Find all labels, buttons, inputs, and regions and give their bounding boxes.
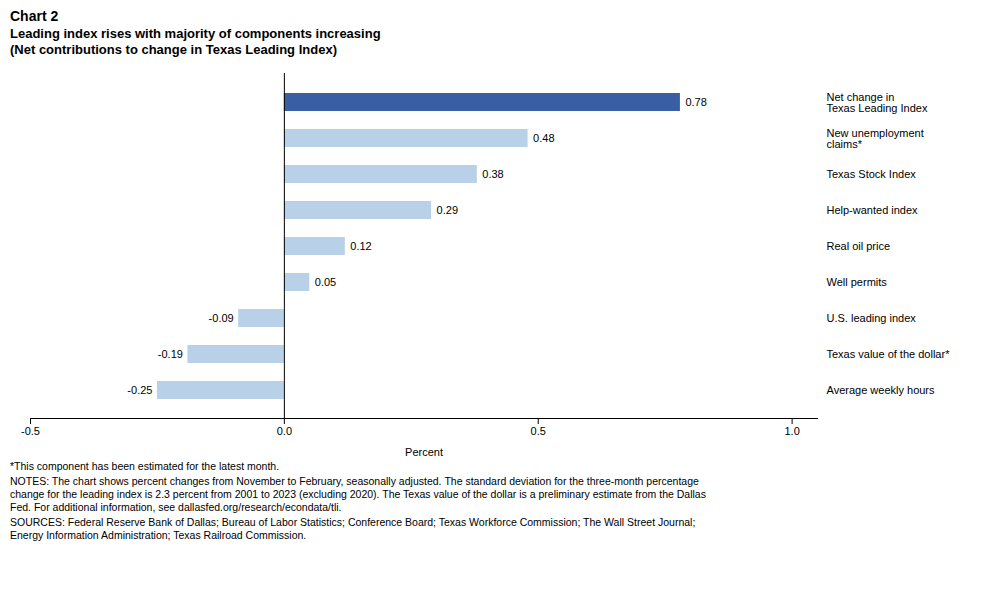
svg-text:0.29: 0.29 (437, 204, 458, 216)
html-text:*This component has been estim: *This component has been estimated for t… (10, 459, 280, 472)
svg-text:1.0: 1.0 (784, 425, 799, 437)
svg-text:U.S. leading index: U.S. leading index (827, 312, 917, 324)
svg-text:0.05: 0.05 (315, 276, 336, 288)
svg-text:Help-wanted index: Help-wanted index (827, 204, 919, 216)
svg-text:0.0: 0.0 (277, 425, 292, 437)
svg-text:0.78: 0.78 (685, 96, 706, 108)
svg-text:0.38: 0.38 (482, 168, 503, 180)
svg-text:Average weekly hours: Average weekly hours (827, 384, 936, 396)
svg-text:Real oil price: Real oil price (827, 240, 891, 252)
svg-text:Percent: Percent (405, 445, 443, 457)
html-text:NOTES: The chart shows percent: NOTES: The chart shows percent changes f… (10, 474, 706, 513)
svg-text:Texas value of the dollar*: Texas value of the dollar* (827, 348, 951, 360)
svg-text:-0.5: -0.5 (21, 425, 40, 437)
svg-text:0.5: 0.5 (531, 425, 546, 437)
svg-text:-0.19: -0.19 (158, 348, 183, 360)
svg-text:New unemploymentclaims*: New unemploymentclaims* (827, 126, 924, 149)
svg-text:-0.25: -0.25 (127, 384, 152, 396)
svg-text:Well permits: Well permits (827, 276, 888, 288)
svg-text:0.12: 0.12 (350, 240, 371, 252)
svg-text:-0.09: -0.09 (209, 312, 234, 324)
html-text:Chart 2: Chart 2 (10, 8, 59, 24)
svg-text:Texas Stock Index: Texas Stock Index (827, 168, 917, 180)
svg-text:Net change inTexas Leading Ind: Net change inTexas Leading Index (827, 90, 928, 113)
html-text:Leading index rises with major: Leading index rises with majority of com… (10, 26, 381, 58)
html-text:SOURCES: Federal Reserve Bank: SOURCES: Federal Reserve Bank of Dallas;… (10, 516, 696, 542)
svg-text:0.48: 0.48 (533, 132, 554, 144)
